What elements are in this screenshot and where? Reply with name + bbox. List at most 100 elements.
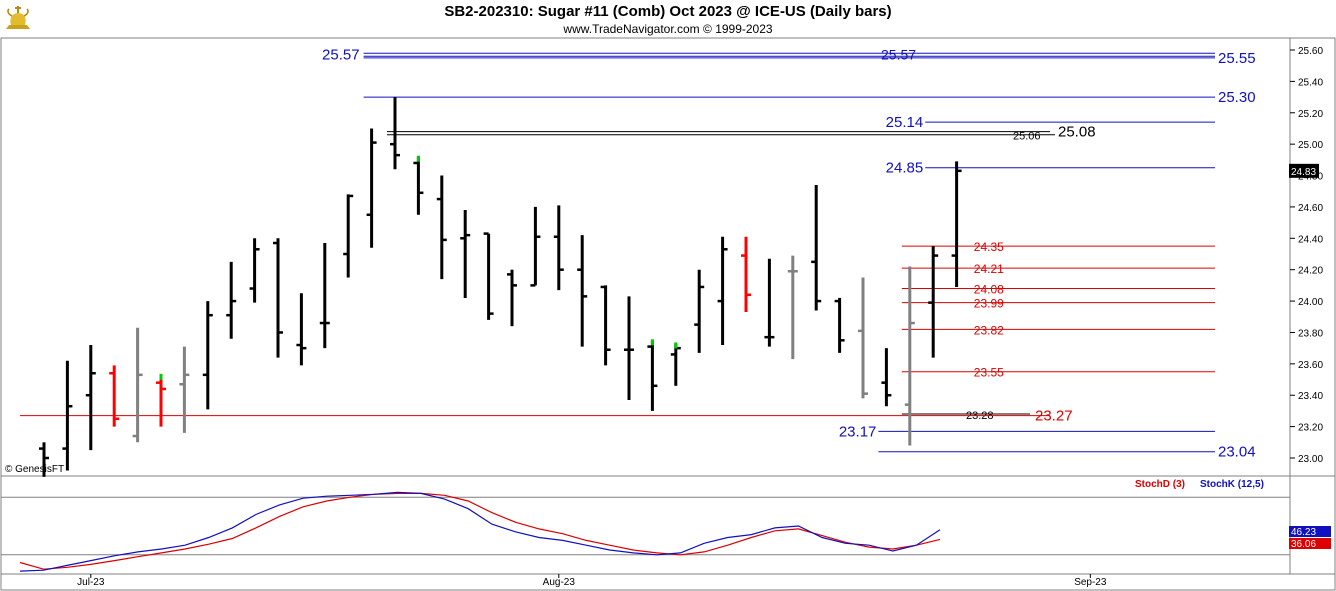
- price-bar: [132, 327, 143, 443]
- level-label: 25.06: [1013, 131, 1041, 143]
- gold-bull-logo-icon: [6, 6, 30, 29]
- price-bar: [717, 236, 728, 346]
- date-tick-label: Jul-23: [77, 577, 105, 588]
- price-bar: [273, 238, 283, 358]
- price-bar: [249, 238, 260, 303]
- price-bar: [624, 296, 634, 400]
- signal-marker: [674, 342, 678, 349]
- chart-title: SB2-202310: Sugar #11 (Comb) Oct 2023 @ …: [444, 3, 892, 20]
- price-bar: [413, 155, 424, 215]
- price-bar: [109, 365, 120, 427]
- level-label: 25.14: [886, 114, 924, 131]
- price-tick-label: 24.40: [1298, 234, 1323, 245]
- level-label: 25.57: [322, 47, 360, 64]
- level-label: 25.57: [881, 47, 916, 63]
- signal-marker: [159, 373, 163, 380]
- price-tick-label: 24.60: [1298, 203, 1323, 214]
- level-label: 25.30: [1218, 89, 1256, 106]
- price-bar: [296, 293, 307, 366]
- price-tick-label: 23.40: [1298, 391, 1323, 402]
- last-price-tag: [1289, 163, 1319, 178]
- price-bar: [647, 339, 658, 411]
- price-bar: [834, 297, 845, 353]
- price-tick-label: 24.00: [1298, 297, 1323, 308]
- price-tick-label: 23.00: [1298, 454, 1323, 465]
- level-label: 23.55: [974, 366, 1004, 380]
- signal-marker: [416, 155, 420, 162]
- price-tick-label: 25.40: [1298, 77, 1323, 88]
- price-bar: [156, 373, 166, 427]
- date-axis: [0, 573, 1336, 591]
- price-bar: [881, 348, 892, 407]
- price-tick-label: 24.20: [1298, 266, 1323, 277]
- price-bar: [507, 269, 517, 327]
- date-tick-label: Sep-23: [1074, 577, 1107, 588]
- price-bar: [600, 285, 611, 366]
- price-bar: [553, 205, 564, 291]
- price-bar: [577, 235, 588, 347]
- level-label: 23.99: [974, 297, 1004, 311]
- price-tick-label: 25.60: [1298, 46, 1323, 57]
- stochastics-lines: [1, 491, 1290, 572]
- chart-subtitle: www.TradeNavigator.com © 1999-2023: [563, 22, 773, 36]
- price-bar: [436, 175, 447, 280]
- price-bar: [460, 210, 471, 298]
- price-bar: [483, 232, 494, 320]
- stoch-panel: [0, 475, 1291, 575]
- price-tick-label: 23.20: [1298, 423, 1323, 434]
- price-bar: [904, 266, 915, 446]
- price-levels: 25.57 25.57 25.55 25.30 25.14 25.08 25.06 24.85…: [20, 47, 1256, 461]
- legend-stochd: StochD (3): [1135, 479, 1185, 490]
- price-bar: [530, 206, 541, 287]
- price-axis: [1289, 37, 1336, 477]
- price-bar: [694, 269, 705, 353]
- stochk-value: 46.23: [1291, 527, 1316, 538]
- price-bar: [62, 360, 73, 471]
- level-label: 23.27: [1035, 408, 1073, 425]
- price-bar: [319, 243, 330, 349]
- level-label: 24.08: [974, 283, 1004, 297]
- price-bar: [951, 161, 962, 287]
- date-tick-label: Aug-23: [543, 577, 576, 588]
- watermark: © GenesisFT: [5, 464, 64, 475]
- price-bar: [787, 255, 798, 360]
- price-bar: [390, 97, 400, 170]
- stochk-value-tag: [1289, 526, 1331, 537]
- price-bar: [811, 184, 822, 311]
- price-bar: [179, 346, 190, 433]
- level-label: 24.35: [974, 240, 1004, 254]
- stoch-series-line: [19, 492, 941, 570]
- stoch-axis: [1289, 475, 1336, 575]
- price-bar: [85, 345, 96, 451]
- price-panel: [0, 37, 1291, 477]
- price-bar: [928, 246, 939, 358]
- price-tick-label: 23.80: [1298, 328, 1323, 339]
- price-bar: [670, 342, 681, 386]
- level-label: 23.17: [839, 423, 877, 440]
- price-bar: [741, 236, 751, 313]
- level-label: 23.04: [1218, 444, 1256, 461]
- level-label: 25.08: [1058, 124, 1096, 141]
- price-bar: [202, 301, 213, 410]
- price-tick-label: 25.20: [1298, 109, 1323, 120]
- legend-stochk: StochK (12,5): [1200, 479, 1264, 490]
- price-bar: [39, 442, 49, 477]
- price-bar: [858, 277, 868, 399]
- last-price-label: 24.83: [1291, 167, 1316, 178]
- level-label: 24.85: [886, 160, 924, 177]
- price-bars: [39, 97, 962, 477]
- level-label: 23.82: [974, 323, 1004, 337]
- level-label: 25.55: [1218, 50, 1256, 67]
- price-bar: [343, 194, 354, 278]
- price-tick-label: 25.00: [1298, 140, 1323, 151]
- price-bar: [764, 258, 775, 347]
- price-tick-label: 23.60: [1298, 360, 1323, 371]
- price-bar: [366, 128, 377, 248]
- stochd-value-tag: [1289, 538, 1331, 549]
- stochd-value: 36.06: [1291, 539, 1316, 550]
- stoch-series-line: [19, 491, 941, 572]
- chart-header: SB2-202310: Sugar #11 (Comb) Oct 2023 @ …: [0, 0, 1336, 38]
- price-bar: [226, 261, 237, 339]
- date-labels: Jul-23 Aug-23 Sep-23: [77, 574, 1107, 588]
